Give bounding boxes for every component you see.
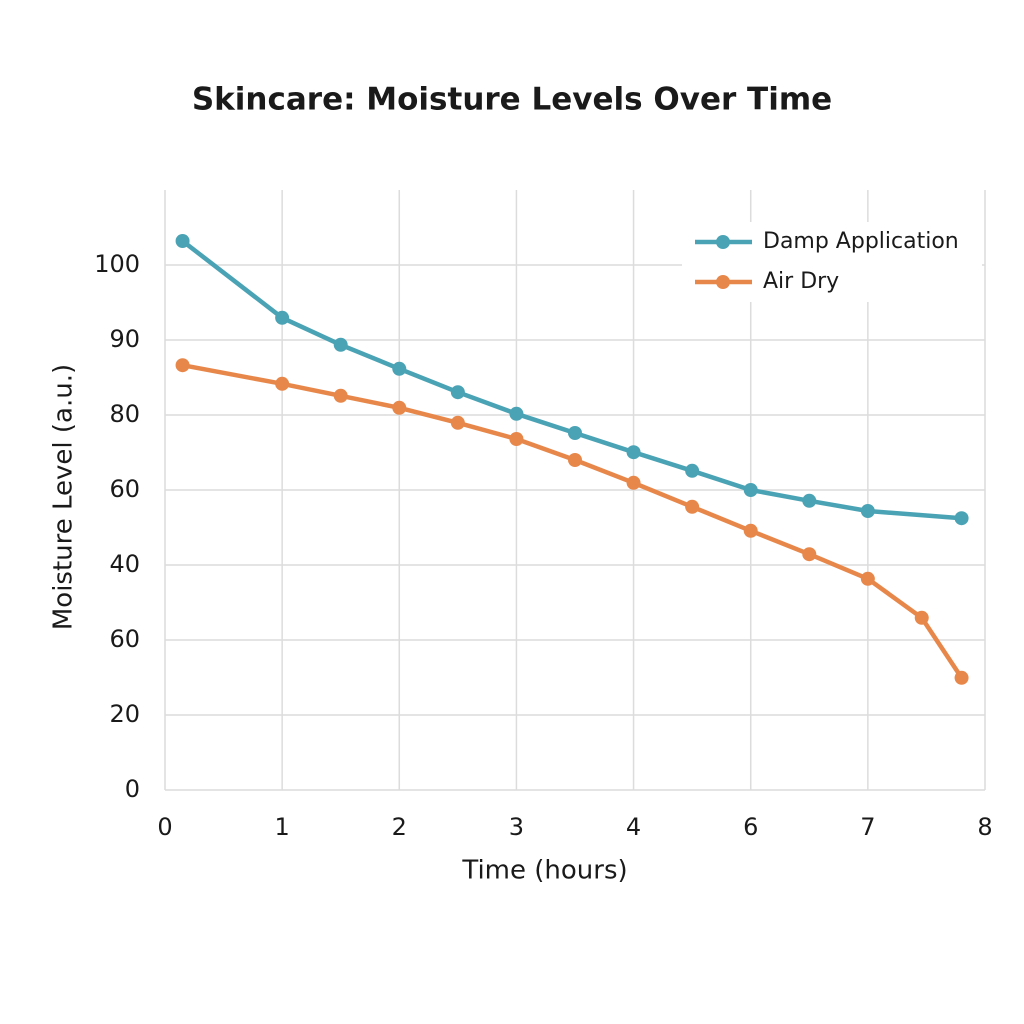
- data-point: [954, 511, 969, 526]
- data-point: [175, 234, 190, 248]
- data-point: [275, 376, 290, 391]
- plot: [175, 234, 969, 685]
- data-point: [626, 475, 641, 490]
- data-point: [802, 493, 817, 508]
- data-point: [914, 610, 929, 625]
- y-axis-label: Moisture Level (a.u.): [49, 364, 79, 630]
- data-point: [392, 400, 407, 415]
- y-tick-label: 40: [109, 550, 140, 578]
- data-point: [450, 385, 465, 400]
- chart-title: Skincare: Moisture Levels Over Time: [192, 82, 832, 118]
- y-tick-label: 60: [109, 625, 140, 653]
- x-tick-label: 3: [509, 813, 524, 841]
- y-tick-label: 60: [109, 475, 140, 503]
- x-axis-label: Time (hours): [461, 856, 627, 886]
- data-point: [275, 310, 290, 325]
- data-point: [954, 670, 969, 685]
- data-point: [860, 571, 875, 586]
- data-point: [509, 432, 524, 446]
- data-point: [450, 415, 465, 430]
- legend-marker: [716, 275, 730, 289]
- y-tick-label: 0: [125, 775, 140, 803]
- data-point: [175, 358, 190, 373]
- data-point: [392, 361, 407, 376]
- data-point: [860, 504, 875, 518]
- data-point: [743, 483, 758, 497]
- x-tick-label: 1: [275, 813, 290, 841]
- data-point: [626, 445, 641, 460]
- data-point: [509, 406, 524, 421]
- data-point: [685, 463, 700, 478]
- data-point: [568, 426, 582, 440]
- x-tick-label: 2: [392, 813, 407, 841]
- x-tick-label: 0: [157, 813, 172, 841]
- data-point: [333, 337, 348, 352]
- data-point: [743, 523, 758, 538]
- x-tick-label: 7: [860, 813, 875, 841]
- x-tick-label: 8: [977, 813, 992, 841]
- legend-label: Damp Application: [763, 229, 959, 254]
- legend-marker: [716, 235, 730, 249]
- data-point: [802, 547, 817, 562]
- y-tick-label: 100: [94, 250, 140, 278]
- y-tick-label: 90: [109, 325, 140, 353]
- data-point: [685, 499, 700, 514]
- y-tick-label: 20: [109, 700, 140, 728]
- legend-label: Air Dry: [763, 269, 839, 294]
- y-tick-label: 80: [109, 400, 140, 428]
- data-point: [333, 388, 348, 403]
- series-line: [182, 362, 964, 680]
- data-point: [568, 453, 582, 467]
- x-tick-label: 4: [626, 813, 641, 841]
- legend: Damp Application Air Dry: [682, 222, 982, 302]
- x-tick-label: 6: [743, 813, 758, 841]
